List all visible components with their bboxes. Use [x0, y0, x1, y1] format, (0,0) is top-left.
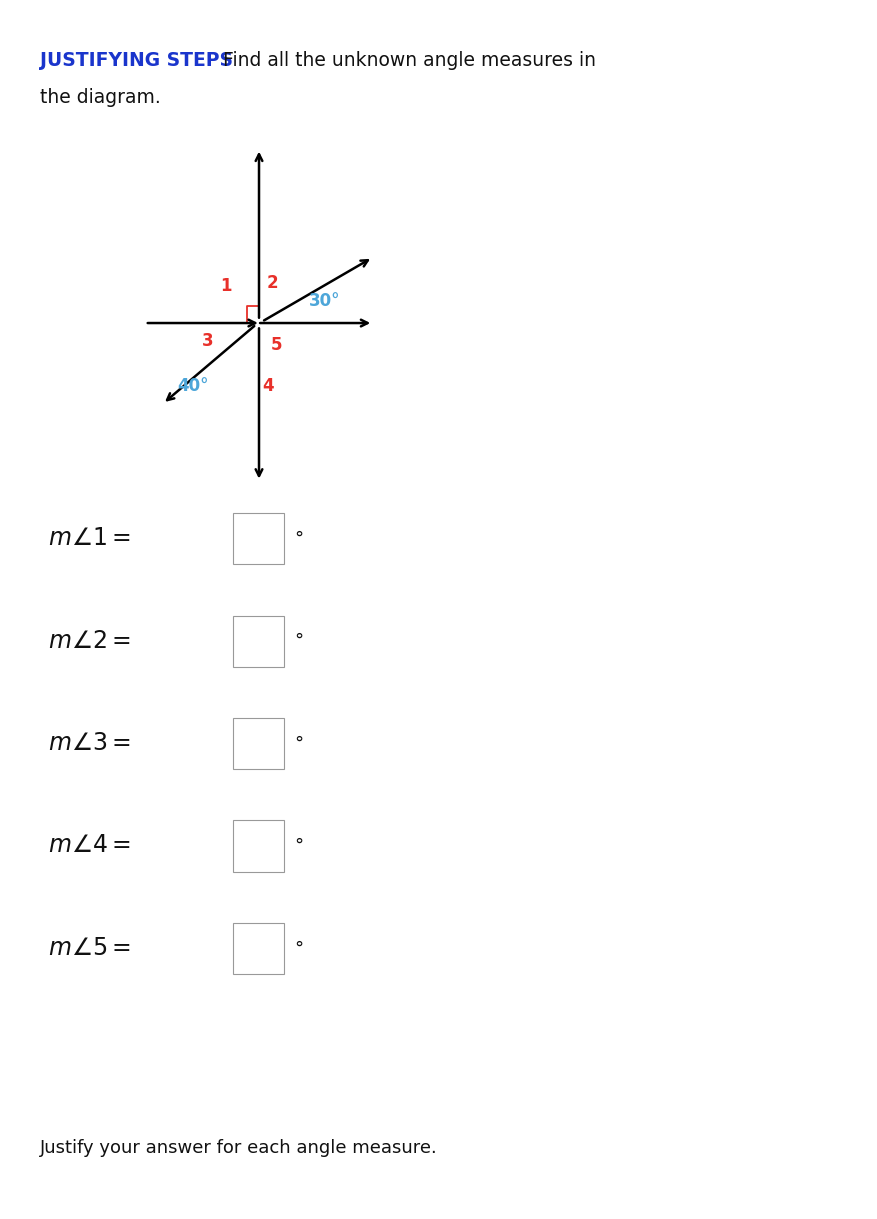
Text: 40°: 40°: [177, 378, 209, 395]
Text: 1: 1: [219, 278, 232, 295]
Text: $m\angle 3 =$: $m\angle 3 =$: [48, 733, 132, 755]
Text: JUSTIFYING STEPS: JUSTIFYING STEPS: [39, 51, 232, 71]
Text: 30°: 30°: [309, 293, 340, 310]
Text: °: °: [294, 735, 303, 752]
FancyBboxPatch shape: [232, 616, 283, 667]
Text: 3: 3: [202, 333, 214, 350]
FancyBboxPatch shape: [232, 820, 283, 872]
Text: °: °: [294, 633, 303, 650]
Text: the diagram.: the diagram.: [39, 88, 160, 107]
Text: °: °: [294, 837, 303, 855]
Text: $m\angle 1 =$: $m\angle 1 =$: [48, 528, 132, 550]
Text: 2: 2: [266, 274, 278, 291]
Text: °: °: [294, 530, 303, 547]
FancyBboxPatch shape: [232, 923, 283, 974]
Text: Find all the unknown angle measures in: Find all the unknown angle measures in: [210, 51, 595, 71]
Text: °: °: [294, 940, 303, 957]
Text: $m\angle 2 =$: $m\angle 2 =$: [48, 630, 132, 652]
FancyBboxPatch shape: [232, 718, 283, 769]
Text: $m\angle 5 =$: $m\angle 5 =$: [48, 937, 132, 959]
Text: 5: 5: [270, 336, 282, 354]
FancyBboxPatch shape: [232, 513, 283, 564]
Text: 4: 4: [261, 378, 274, 395]
Text: $m\angle 4 =$: $m\angle 4 =$: [48, 835, 132, 857]
Text: Justify your answer for each angle measure.: Justify your answer for each angle measu…: [39, 1140, 437, 1157]
